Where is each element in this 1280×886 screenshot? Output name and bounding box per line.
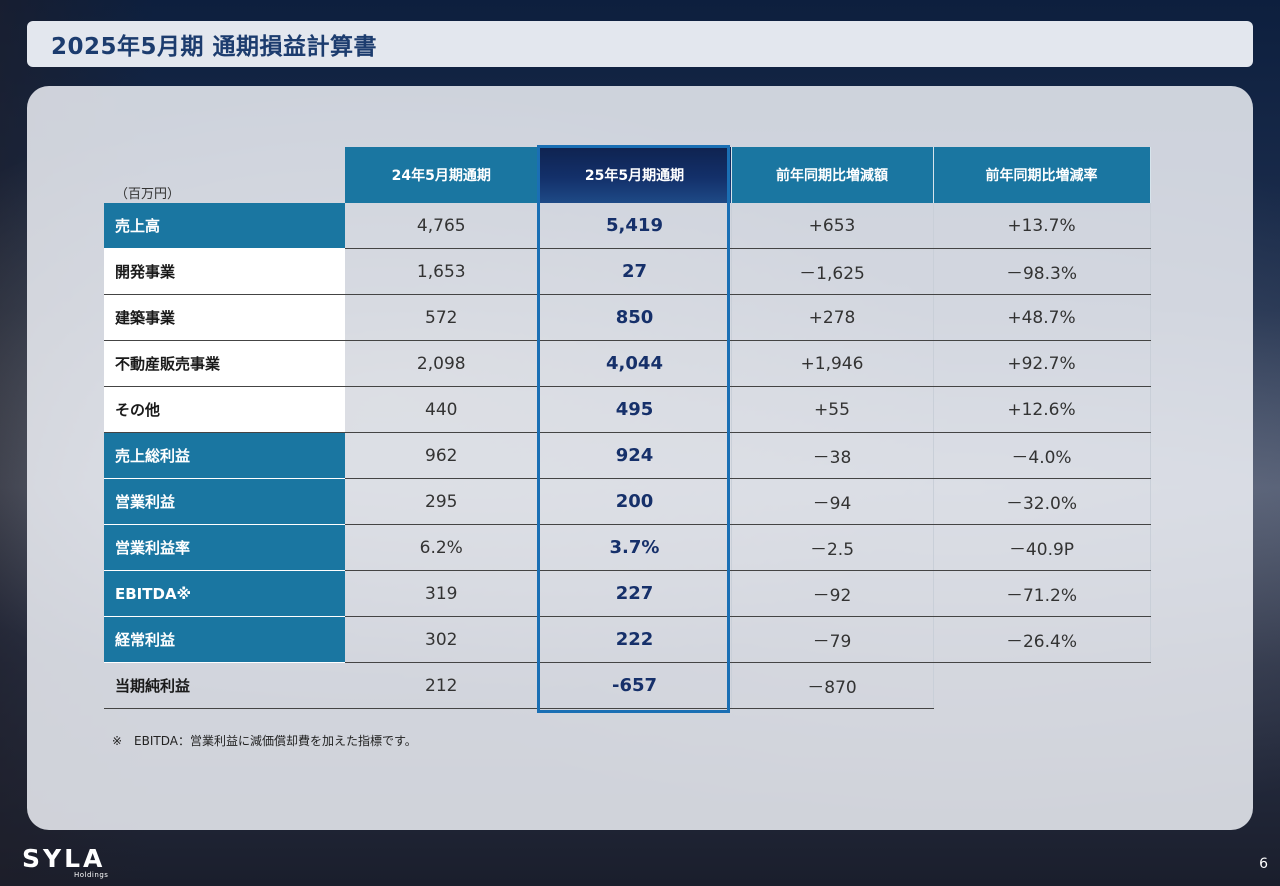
cell-prev: 2,098 [345,340,539,387]
cell-prev: 4,765 [345,203,539,249]
cell-current: 3.7% [538,524,732,571]
logo-wordmark: SYLA [22,844,106,873]
cell-rate: +92.7% [933,340,1151,387]
table-row: 建築事業 572 850 +278 +48.7% [104,294,1151,341]
cell-rate: －40.9P [933,524,1151,571]
cell-diff: +55 [731,386,934,433]
cell-diff: －92 [731,570,934,617]
cell-current: 200 [538,478,732,525]
cell-current: 4,044 [538,340,732,387]
row-label: 開発事業 [104,248,345,295]
table-row: 売上総利益 962 924 －38 －4.0% [104,432,1151,479]
cell-rate: +48.7% [933,294,1151,341]
cell-diff: +653 [731,203,934,249]
row-label: 建築事業 [104,294,345,341]
row-label: 経常利益 [104,616,345,663]
row-label: 売上高 [104,203,345,249]
cell-rate: －71.2% [933,570,1151,617]
cell-diff: +278 [731,294,934,341]
footnote: ※ EBITDA：営業利益に減価償却費を加えた指標です。 [112,734,417,748]
table-row: EBITDA※ 319 227 －92 －71.2% [104,570,1151,617]
cell-current: 227 [538,570,732,617]
row-label: 売上総利益 [104,432,345,479]
table-row: 営業利益率 6.2% 3.7% －2.5 －40.9P [104,524,1151,571]
table-header-row: 24年5月期通期 25年5月期通期 前年同期比増減額 前年同期比増減率 [104,147,1151,203]
cell-diff: －38 [731,432,934,479]
table-row: 開発事業 1,653 27 －1,625 －98.3% [104,248,1151,295]
table-row: その他 440 495 +55 +12.6% [104,386,1151,433]
cell-rate: +13.7% [933,203,1151,249]
cell-prev: 319 [345,570,539,617]
title-bar: 2025年5月期 通期損益計算書 [27,21,1253,67]
table-row: 不動産販売事業 2,098 4,044 +1,946 +92.7% [104,340,1151,387]
cell-current: 222 [538,616,732,663]
table-row: 営業利益 295 200 －94 －32.0% [104,478,1151,525]
cell-diff: +1,946 [731,340,934,387]
cell-current: -657 [538,662,732,709]
cell-current: 27 [538,248,732,295]
table-row: 経常利益 302 222 －79 －26.4% [104,616,1151,663]
cell-rate [933,663,1150,709]
header-prev-year: 24年5月期通期 [345,147,539,203]
row-label: 営業利益率 [104,524,345,571]
header-current-year: 25年5月期通期 [538,147,732,203]
cell-current: 850 [538,294,732,341]
cell-current: 924 [538,432,732,479]
cell-rate: －32.0% [933,478,1151,525]
cell-prev: 302 [345,616,539,663]
cell-current: 5,419 [538,203,732,249]
cell-diff: －79 [731,616,934,663]
page-number: 6 [1259,856,1268,872]
unit-label: （百万円） [115,187,181,202]
cell-diff: －870 [731,662,934,709]
cell-prev: 295 [345,478,539,525]
cell-rate: －4.0% [933,432,1151,479]
cell-current: 495 [538,386,732,433]
header-yoy-diff: 前年同期比増減額 [731,147,934,203]
row-label: 営業利益 [104,478,345,525]
company-logo: SYLA Holdings [22,846,122,880]
cell-prev: 962 [345,432,539,479]
cell-prev: 440 [345,386,539,433]
cell-prev: 572 [345,294,539,341]
row-label: EBITDA※ [104,570,345,617]
header-blank [104,147,345,203]
cell-rate: －26.4% [933,616,1151,663]
cell-prev: 1,653 [345,248,539,295]
table-row: 売上高 4,765 5,419 +653 +13.7% [104,203,1151,249]
cell-prev: 212 [345,662,539,709]
row-label: その他 [104,386,345,433]
logo-subtext: Holdings [74,871,109,879]
page-title: 2025年5月期 通期損益計算書 [51,34,378,60]
cell-prev: 6.2% [345,524,539,571]
row-label: 当期純利益 [104,662,345,709]
cell-diff: －1,625 [731,248,934,295]
table-row: 当期純利益 212 -657 －870 [104,662,1150,709]
cell-diff: －94 [731,478,934,525]
cell-diff: －2.5 [731,524,934,571]
cell-rate: －98.3% [933,248,1151,295]
row-label: 不動産販売事業 [104,340,345,387]
cell-rate: +12.6% [933,386,1151,433]
income-statement-table: 24年5月期通期 25年5月期通期 前年同期比増減額 前年同期比増減率 売上高 … [104,147,1151,709]
header-yoy-rate: 前年同期比増減率 [933,147,1151,203]
